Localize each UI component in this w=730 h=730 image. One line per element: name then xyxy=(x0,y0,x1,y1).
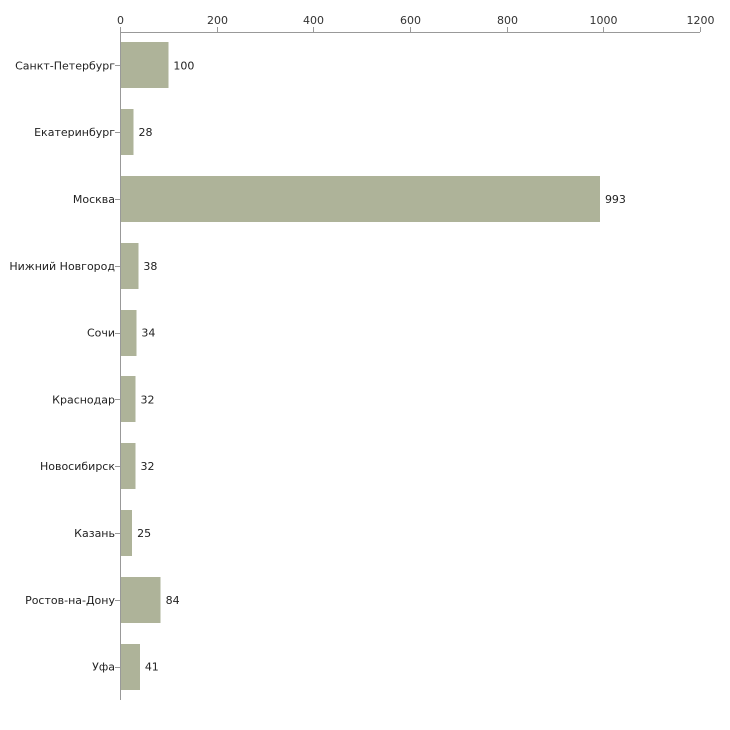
bar-value-label: 993 xyxy=(605,193,626,206)
bar-value-label: 28 xyxy=(139,126,153,139)
bar-value-label: 84 xyxy=(166,594,180,607)
bar-value-label: 34 xyxy=(141,327,155,340)
bar xyxy=(120,243,139,289)
category-label: Москва xyxy=(73,193,115,206)
bar-value-label: 32 xyxy=(140,393,154,406)
bar xyxy=(120,443,136,489)
bar xyxy=(120,376,136,422)
bar-value-label: 41 xyxy=(145,661,159,674)
category-label: Екатеринбург xyxy=(34,126,115,139)
bar xyxy=(120,644,140,690)
category-label: Нижний Новгород xyxy=(9,260,115,273)
category-label: Санкт-Петербург xyxy=(15,59,115,72)
bar-value-label: 38 xyxy=(143,260,157,273)
category-label: Краснодар xyxy=(52,393,115,406)
bar-value-label: 100 xyxy=(173,59,194,72)
category-label: Уфа xyxy=(92,661,115,674)
x-tick-label: 1000 xyxy=(590,14,618,27)
x-tick-label: 0 xyxy=(117,14,124,27)
bars-group: 100 28 993 38 34 32 32 25 84 41 xyxy=(120,42,626,690)
bar xyxy=(120,176,600,222)
category-label: Казань xyxy=(74,527,115,540)
bar-value-label: 25 xyxy=(137,527,151,540)
x-tick-label: 400 xyxy=(303,14,324,27)
category-label: Новосибирск xyxy=(40,460,115,473)
x-tick-label: 600 xyxy=(400,14,421,27)
bar-value-label: 32 xyxy=(140,460,154,473)
x-tick-label: 800 xyxy=(497,14,518,27)
bar xyxy=(120,577,161,623)
bar xyxy=(120,109,134,155)
x-tick-label: 1200 xyxy=(687,14,715,27)
x-tick-label: 200 xyxy=(207,14,228,27)
y-axis: Санкт-Петербург Екатеринбург Москва Нижний … xyxy=(9,32,121,700)
x-axis: 0 200 400 600 800 1000 1200 xyxy=(117,14,715,33)
category-label: Сочи xyxy=(87,327,115,340)
bar xyxy=(120,310,137,356)
bar xyxy=(120,42,169,88)
category-label: Ростов-на-Дону xyxy=(25,594,115,607)
bar xyxy=(120,510,133,556)
